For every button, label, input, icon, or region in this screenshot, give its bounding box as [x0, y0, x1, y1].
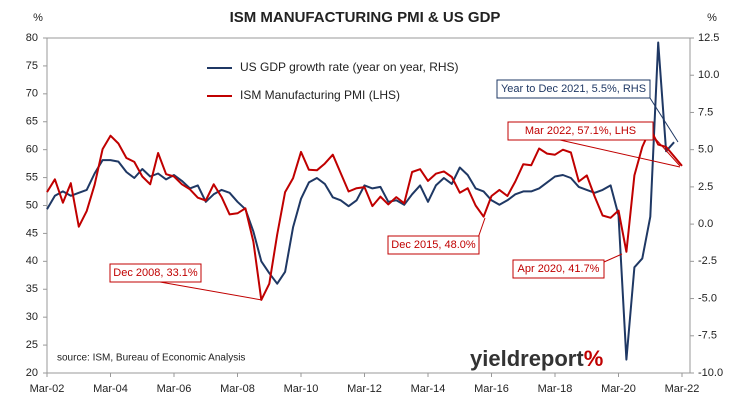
y2-tick-label: 2.5 [698, 181, 713, 193]
chart-title: ISM MANUFACTURING PMI & US GDP [230, 9, 501, 26]
annotation-text: Dec 2008, 33.1% [113, 267, 198, 279]
annotation-arrow [559, 139, 681, 168]
series-line [46, 128, 683, 301]
annotation-text: Mar 2022, 57.1%, LHS [525, 125, 636, 137]
x-tick-label: Mar-14 [411, 383, 446, 395]
y-tick-label: 35 [26, 283, 38, 295]
y-tick-label: 80 [26, 32, 38, 44]
y2-tick-label: 0.0 [698, 218, 713, 230]
y2-tick-label: 5.0 [698, 144, 713, 156]
y-tick-label: 50 [26, 199, 38, 211]
annotation-text: Dec 2015, 48.0% [391, 239, 476, 251]
annotation-text: Apr 2020, 41.7% [518, 263, 600, 275]
x-tick-label: Mar-18 [538, 383, 573, 395]
x-tick-label: Mar-22 [665, 383, 700, 395]
logo-symbol: % [584, 346, 604, 371]
y-axis-label: % [33, 12, 43, 24]
source-note: source: ISM, Bureau of Economic Analysis [57, 353, 245, 364]
legend-label: ISM Manufacturing PMI (LHS) [240, 88, 400, 102]
y-tick-label: 65 [26, 116, 38, 128]
y-tick-label: 55 [26, 171, 38, 183]
y-tick-label: 20 [26, 367, 38, 379]
x-tick-label: Mar-10 [284, 383, 319, 395]
annotation-text: Year to Dec 2021, 5.5%, RHS [501, 83, 646, 95]
y-tick-label: 30 [26, 311, 38, 323]
x-tick-label: Mar-16 [474, 383, 509, 395]
y-tick-label: 60 [26, 144, 38, 156]
y2-axis-label: % [707, 12, 717, 24]
y2-tick-label: -2.5 [698, 255, 717, 267]
x-tick-label: Mar-02 [30, 383, 65, 395]
y2-tick-label: -10.0 [698, 367, 723, 379]
x-tick-label: Mar-20 [601, 383, 636, 395]
annotation-arrow [159, 281, 263, 301]
annotation-box [512, 259, 605, 279]
legend-label: US GDP growth rate (year on year, RHS) [240, 60, 459, 74]
y-tick-label: 70 [26, 88, 38, 100]
y-tick-label: 45 [26, 227, 38, 239]
logo: yieldreport% [470, 346, 603, 371]
x-tick-label: Mar-06 [157, 383, 192, 395]
x-tick-label: Mar-04 [93, 383, 128, 395]
annotation-arrow [649, 97, 679, 143]
logo-text: yieldreport [470, 346, 584, 371]
y2-tick-label: 10.0 [698, 69, 719, 81]
annotation-box [507, 121, 654, 141]
y-tick-label: 40 [26, 255, 38, 267]
y2-tick-label: 12.5 [698, 32, 719, 44]
x-tick-label: Mar-08 [220, 383, 255, 395]
annotation-box [109, 263, 202, 283]
y2-tick-label: -7.5 [698, 330, 717, 342]
annotation-arrow [652, 135, 681, 167]
annotation-box [387, 235, 480, 255]
x-tick-label: Mar-12 [347, 383, 382, 395]
y2-tick-label: 7.5 [698, 106, 713, 118]
annotation-arrow [603, 253, 623, 263]
y2-tick-label: -5.0 [698, 292, 717, 304]
annotation-arrow [477, 217, 486, 239]
y-tick-label: 25 [26, 339, 38, 351]
y-tick-label: 75 [26, 60, 38, 72]
annotation-box [496, 79, 651, 99]
